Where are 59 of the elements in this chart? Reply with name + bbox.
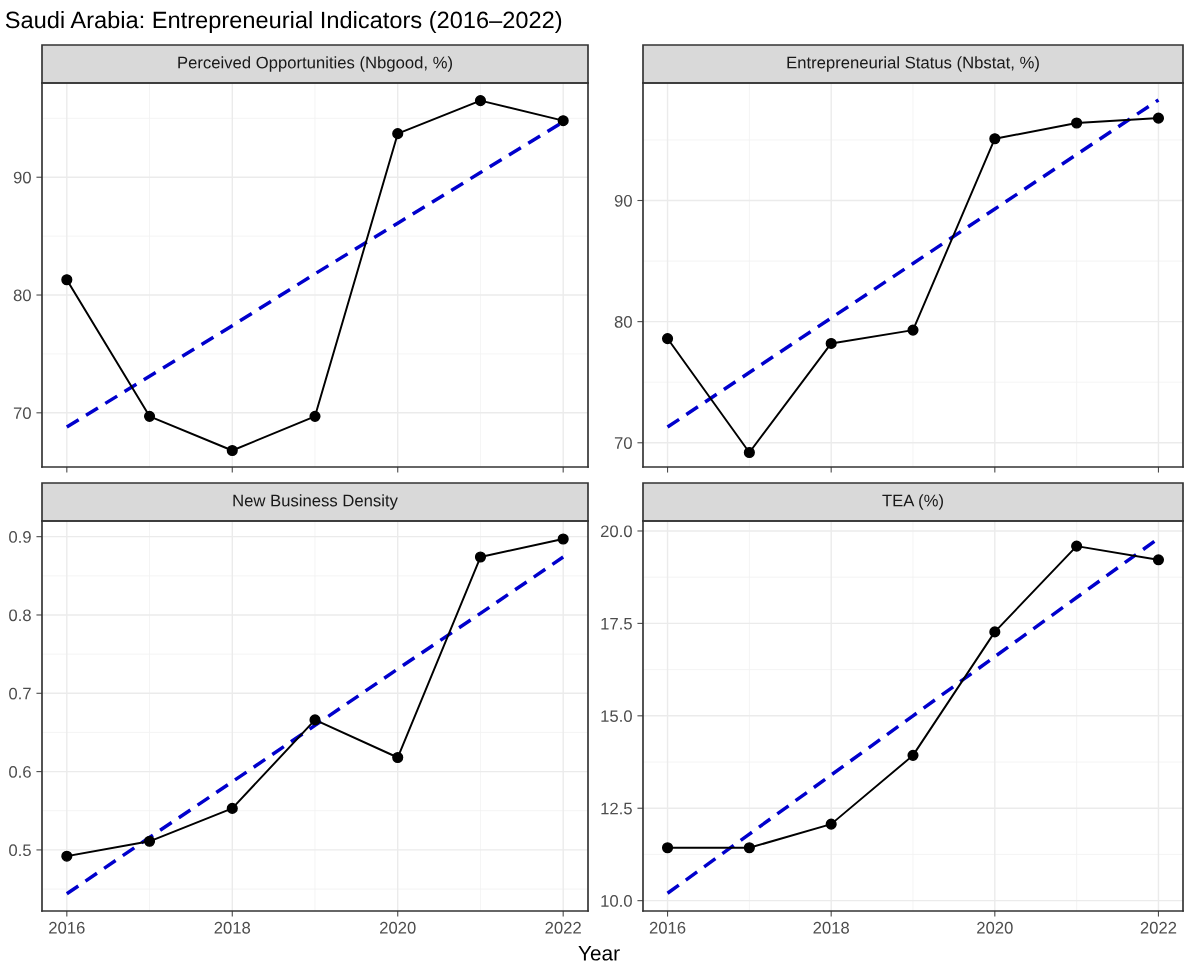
point — [61, 850, 73, 862]
y-tick-label: 0.9 — [9, 531, 31, 543]
y-tick-label: 10.0 — [601, 895, 632, 907]
y-tick-label: 0.5 — [9, 844, 31, 857]
y-tick-label: 0.6 — [9, 766, 31, 778]
y-tick-label: 70 — [13, 407, 31, 420]
point — [661, 333, 674, 345]
point — [1071, 117, 1083, 129]
y-tick-label: 90 — [13, 171, 31, 184]
point — [392, 128, 404, 140]
point — [989, 626, 1001, 638]
x-tick-label: 2016 — [649, 921, 686, 934]
point — [825, 818, 837, 830]
line-series — [65, 555, 565, 896]
x-tick-label: 2018 — [813, 921, 849, 934]
y-tick-label: 80 — [13, 289, 31, 302]
x-tick-label: 2022 — [545, 921, 581, 934]
y-tick-label: 15.0 — [601, 710, 632, 723]
point — [61, 274, 73, 286]
point — [309, 714, 321, 726]
point — [392, 751, 404, 764]
y-tick-label: 0.8 — [9, 609, 31, 622]
point — [1152, 554, 1165, 566]
point — [907, 324, 919, 336]
y-tick-label: 20.0 — [600, 525, 632, 538]
y-tick-label: 90 — [614, 194, 632, 207]
x-tick-label: 2016 — [49, 921, 85, 934]
chart-title: Entrepreneurial Status (Nbstat, %) — [787, 56, 1039, 72]
point — [661, 842, 674, 854]
y-tick-label: 70 — [614, 437, 632, 449]
chart-title: New Business Density — [233, 494, 398, 510]
point — [143, 410, 156, 422]
chart-title: Perceived Opportunities (Nbgood, %) — [178, 56, 453, 72]
text: Saudi Arabia: Entrepreneurial Indicators (2016–2022) — [5, 11, 562, 33]
point — [989, 133, 1001, 145]
y-tick-label: 0.7 — [9, 687, 31, 700]
x-tick-label: 2022 — [1140, 921, 1177, 934]
point — [743, 446, 755, 459]
point — [907, 749, 919, 761]
x-tick-label: 2018 — [214, 921, 251, 934]
x-axis-title: Year — [578, 946, 620, 961]
y-tick-label: 17.5 — [601, 617, 632, 630]
point — [743, 842, 755, 854]
chart-title: TEA (%) — [882, 494, 943, 510]
point — [226, 444, 238, 457]
y-tick-label: 80 — [614, 316, 632, 328]
x-tick-label: 2020 — [380, 921, 416, 934]
point — [1071, 540, 1083, 552]
point — [474, 551, 487, 563]
point — [1152, 112, 1165, 124]
y-tick-label: 12.5 — [601, 802, 632, 815]
x-tick-label: 2020 — [977, 921, 1013, 934]
point — [825, 337, 837, 349]
point — [143, 835, 156, 847]
point — [226, 802, 238, 814]
point — [474, 95, 487, 107]
point — [557, 115, 569, 127]
point — [557, 533, 569, 545]
point — [309, 410, 321, 422]
